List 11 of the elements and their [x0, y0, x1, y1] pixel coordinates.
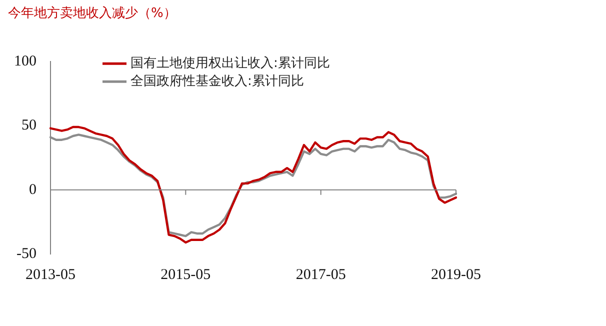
y-tick-label: 100	[14, 54, 36, 70]
y-tick-label: 50	[22, 118, 36, 134]
x-tick-label: 2013-05	[26, 266, 76, 283]
y-tick-label: -50	[16, 246, 36, 262]
x-tick-label: 2015-05	[160, 266, 211, 283]
x-tick-label: 2017-05	[296, 266, 346, 283]
x-tick-label: 2019-05	[431, 266, 481, 283]
chart-title: 今年地方卖地收入减少（%）	[8, 5, 176, 22]
legend-label: 全国政府性基金收入:累计同比	[130, 72, 304, 89]
legend-label: 国有土地使用权出让收入:累计同比	[130, 56, 330, 71]
y-tick-label: 0	[29, 182, 36, 198]
